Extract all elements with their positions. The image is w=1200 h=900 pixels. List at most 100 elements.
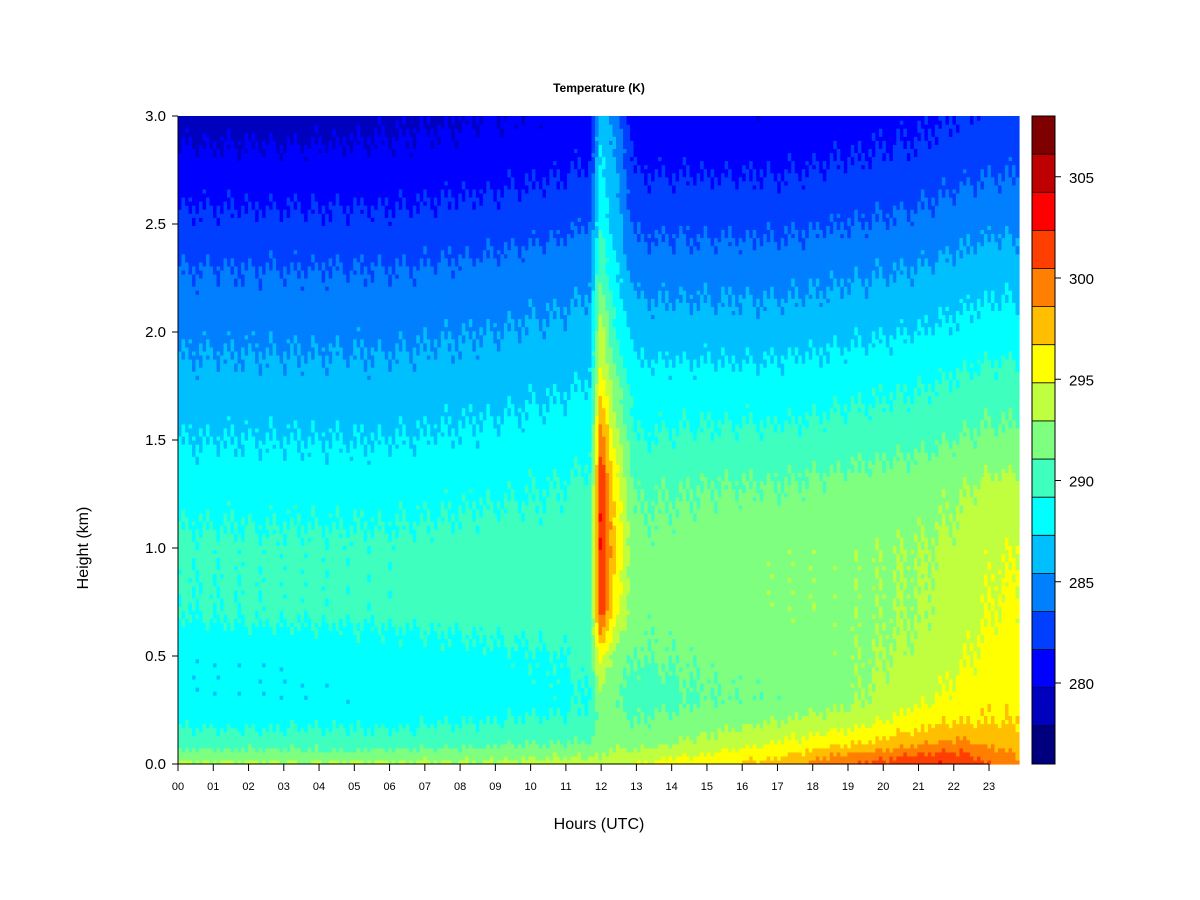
- heatmap-cell: [318, 269, 323, 356]
- heatmap-cell: [342, 213, 347, 275]
- heatmap-cell: [314, 116, 319, 125]
- heatmap-cell: [868, 419, 873, 461]
- heatmap-cell: [188, 751, 193, 761]
- heatmap-cell: [668, 674, 673, 721]
- heatmap-cell: [192, 674, 197, 680]
- heatmap-cell: [847, 411, 852, 469]
- heatmap-cell: [332, 128, 337, 137]
- heatmap-cell: [812, 346, 817, 405]
- heatmap-cell: [819, 172, 824, 230]
- heatmap-cell: [952, 116, 957, 125]
- heatmap-cell: [812, 747, 817, 761]
- heatmap-cell: [479, 747, 484, 765]
- heatmap-cell: [181, 618, 186, 627]
- heatmap-cell: [353, 759, 358, 765]
- heatmap-cell: [248, 140, 253, 202]
- heatmap-cell: [244, 116, 249, 133]
- heatmap-cell: [262, 691, 267, 696]
- heatmap-cell: [777, 249, 782, 307]
- heatmap-cell: [451, 427, 456, 441]
- heatmap-cell: [472, 508, 477, 522]
- heatmap-cell: [983, 427, 989, 465]
- heatmap-cell: [234, 533, 239, 542]
- heatmap-cell: [598, 537, 603, 550]
- heatmap-cell: [398, 415, 403, 425]
- heatmap-cell: [980, 743, 985, 761]
- heatmap-cell: [524, 399, 530, 413]
- heatmap-cell: [885, 658, 890, 672]
- heatmap-cell: [826, 116, 831, 170]
- heatmap-cell: [216, 217, 221, 226]
- heatmap-cell: [924, 197, 929, 259]
- heatmap-cell: [339, 346, 344, 433]
- heatmap-cell: [514, 415, 519, 502]
- heatmap-cell: [542, 512, 547, 644]
- heatmap-cell: [570, 468, 575, 684]
- heatmap-cell: [913, 614, 918, 631]
- heatmap-cell: [892, 610, 897, 627]
- heatmap-cell: [468, 197, 473, 259]
- heatmap-cell: [665, 512, 670, 648]
- heatmap-cell: [255, 585, 260, 611]
- heatmap-cell: [213, 622, 218, 664]
- heatmap-cell: [447, 128, 452, 190]
- heatmap-cell: [342, 545, 347, 550]
- heatmap-cell: [489, 500, 494, 635]
- heatmap-cell: [360, 209, 365, 214]
- heatmap-cell: [847, 751, 852, 765]
- heatmap-cell: [847, 217, 852, 226]
- heatmap-cell: [850, 683, 855, 688]
- heatmap-cell: [237, 217, 242, 279]
- heatmap-cell: [447, 723, 452, 749]
- heatmap-cell: [447, 201, 452, 210]
- heatmap-cell: [878, 650, 883, 660]
- heatmap-cell: [195, 549, 200, 571]
- heatmap-cell: [941, 747, 947, 765]
- heatmap-cell: [388, 209, 393, 222]
- heatmap-cell: [384, 273, 389, 360]
- heatmap-cell: [861, 168, 866, 214]
- heatmap-cell: [714, 488, 719, 502]
- heatmap-cell: [920, 249, 925, 255]
- heatmap-cell: [850, 472, 855, 627]
- heatmap-cell: [966, 638, 971, 656]
- heatmap-cell: [861, 699, 866, 708]
- heatmap-cell: [388, 735, 393, 749]
- heatmap-cell: [370, 747, 375, 765]
- heatmap-cell: [248, 342, 253, 429]
- heatmap-cell: [917, 116, 922, 121]
- heatmap-cell: [707, 488, 712, 680]
- heatmap-cell: [255, 209, 260, 222]
- heatmap-cell: [787, 346, 792, 409]
- heatmap-cell: [325, 440, 330, 453]
- heatmap-cell: [906, 160, 911, 222]
- heatmap-cell: [328, 512, 333, 518]
- heatmap-cell: [766, 298, 771, 356]
- heatmap-cell: [647, 367, 652, 433]
- heatmap-cell: [913, 460, 918, 465]
- heatmap-cell: [489, 723, 494, 749]
- heatmap-cell: [780, 363, 785, 376]
- heatmap-cell: [552, 116, 558, 162]
- heatmap-cell: [738, 674, 743, 680]
- heatmap-cell: [857, 460, 862, 473]
- heatmap-cell: [903, 383, 908, 392]
- heatmap-cell: [209, 116, 214, 149]
- heatmap-cell: [255, 363, 260, 429]
- heatmap-cell: [833, 593, 838, 599]
- heatmap-cell: [721, 354, 726, 368]
- heatmap-cell: [423, 326, 428, 344]
- heatmap-cell: [875, 593, 880, 607]
- heatmap-cell: [549, 739, 554, 761]
- heatmap-cell: [780, 755, 785, 765]
- heatmap-cell: [798, 354, 803, 417]
- heatmap-cell: [983, 715, 989, 745]
- heatmap-cell: [363, 148, 368, 206]
- heatmap-cell: [987, 241, 992, 303]
- heatmap-cell: [836, 711, 841, 733]
- heatmap-cell: [647, 192, 652, 235]
- heatmap-cell: [808, 346, 813, 360]
- heatmap-cell: [426, 338, 431, 356]
- heatmap-cell: [395, 537, 400, 635]
- heatmap-cell: [945, 440, 950, 502]
